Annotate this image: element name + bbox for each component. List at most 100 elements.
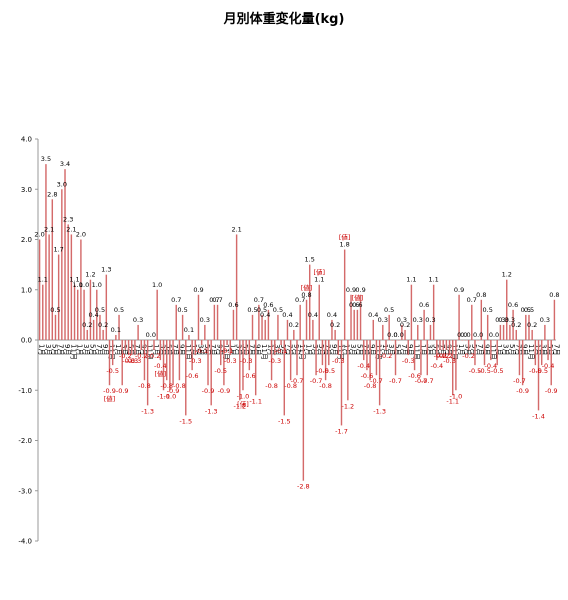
data-label: -0.7	[389, 377, 402, 385]
data-label: 0.6	[508, 301, 518, 309]
bar	[188, 334, 190, 340]
bar	[429, 324, 432, 340]
bar	[229, 340, 231, 356]
bar	[165, 340, 168, 381]
bar	[83, 289, 85, 340]
data-label: -0.3	[332, 357, 345, 365]
data-label: 2.1	[66, 225, 76, 233]
bar	[436, 340, 438, 361]
data-label: -0.4	[430, 362, 443, 370]
data-label: 0.7	[467, 296, 477, 304]
bar	[280, 340, 282, 346]
annotation-label: [値]	[104, 394, 116, 403]
bar	[181, 314, 184, 340]
bar	[251, 314, 254, 340]
data-label: 0.5	[384, 306, 394, 314]
bar	[143, 340, 146, 381]
data-label: 0.2	[330, 321, 340, 329]
y-tick-label: -1.0	[18, 387, 32, 395]
data-label: 0.5	[247, 306, 257, 314]
x-tick-label: 11月	[146, 344, 154, 360]
bar	[127, 340, 130, 356]
bar	[318, 284, 320, 340]
data-label: 1.2	[502, 271, 512, 279]
data-label: -0.9	[545, 387, 558, 395]
x-tick-label: 1月	[38, 344, 46, 355]
bar	[226, 340, 228, 346]
bar	[474, 340, 476, 366]
bar	[448, 340, 451, 356]
x-tick-label: 5月	[508, 344, 516, 355]
bar	[512, 309, 514, 340]
bar	[467, 340, 470, 351]
data-label: 0.4	[308, 311, 318, 319]
data-label: 0.5	[50, 306, 60, 314]
x-axis: 1月3月5月7月9月11月1月3月5月7月9月11月1月3月5月7月9月11月1…	[38, 339, 560, 360]
x-tick-label: 7月	[438, 344, 446, 355]
x-tick-label: 7月	[552, 344, 560, 355]
bar	[64, 169, 66, 340]
x-tick-label: 11月	[413, 344, 421, 360]
data-label: 2.1	[44, 225, 54, 233]
data-label: -0.2	[380, 352, 393, 360]
bar	[378, 340, 381, 406]
x-tick-label: 5月	[470, 344, 478, 355]
x-tick-label: 5月	[241, 344, 249, 355]
data-label: 0.2	[289, 321, 299, 329]
bar	[178, 340, 181, 381]
bar	[270, 340, 273, 381]
bar	[417, 324, 419, 340]
bar	[502, 324, 505, 340]
data-label: 0.2	[511, 321, 521, 329]
bar	[413, 340, 416, 371]
data-label: 0.5	[521, 306, 531, 314]
bar	[146, 340, 149, 406]
x-tick-label: 1月	[190, 344, 198, 355]
data-label: 0.5	[177, 306, 187, 314]
data-label: 0.3	[495, 316, 505, 324]
data-label: -0.8	[173, 382, 186, 390]
data-label: 1.0	[73, 281, 83, 289]
bar	[302, 340, 305, 481]
data-label: -0.9	[202, 387, 215, 395]
bar	[547, 340, 549, 361]
bar	[42, 284, 44, 340]
bar	[254, 340, 257, 396]
x-tick-label: 11月	[298, 344, 306, 360]
bar	[537, 340, 540, 411]
bar	[353, 309, 355, 340]
data-label: -0.7	[415, 377, 428, 385]
x-tick-label: 3月	[349, 344, 357, 355]
bar	[277, 314, 279, 340]
x-tick-label: 1月	[76, 344, 84, 355]
data-label: -1.5	[278, 417, 291, 425]
bar	[493, 340, 495, 341]
x-tick-label: 5月	[355, 344, 363, 355]
data-label: 1.3	[101, 266, 111, 274]
bar	[185, 340, 187, 416]
data-label: -0.5	[535, 367, 548, 375]
x-tick-label: 3月	[158, 344, 166, 355]
bar	[57, 254, 60, 340]
bar	[102, 329, 104, 340]
y-axis: 4.0 3.0 2.0 1.0 0.0 -1.0 -2.0 -3.0 -4.0	[18, 136, 39, 546]
data-label: -0.6	[408, 372, 421, 380]
data-label: 1.7	[53, 246, 63, 254]
x-tick-label: 1月	[419, 344, 427, 355]
x-tick-label: 7月	[285, 344, 293, 355]
x-tick-label: 3月	[502, 344, 510, 355]
bar	[528, 314, 530, 340]
data-label: -0.3	[125, 357, 138, 365]
annotation-label: [値]	[352, 293, 364, 302]
data-label: 0.4	[260, 311, 270, 319]
bar	[407, 340, 409, 356]
data-label: -0.3	[443, 357, 456, 365]
data-label: -0.4	[357, 362, 370, 370]
data-label: -0.7	[291, 377, 304, 385]
bar	[366, 340, 368, 371]
bar	[54, 314, 57, 340]
annotation-label: [値]	[301, 283, 313, 292]
bar	[293, 329, 295, 340]
x-tick-label: 9月	[521, 344, 529, 355]
annotation-label: [値]	[313, 268, 325, 277]
